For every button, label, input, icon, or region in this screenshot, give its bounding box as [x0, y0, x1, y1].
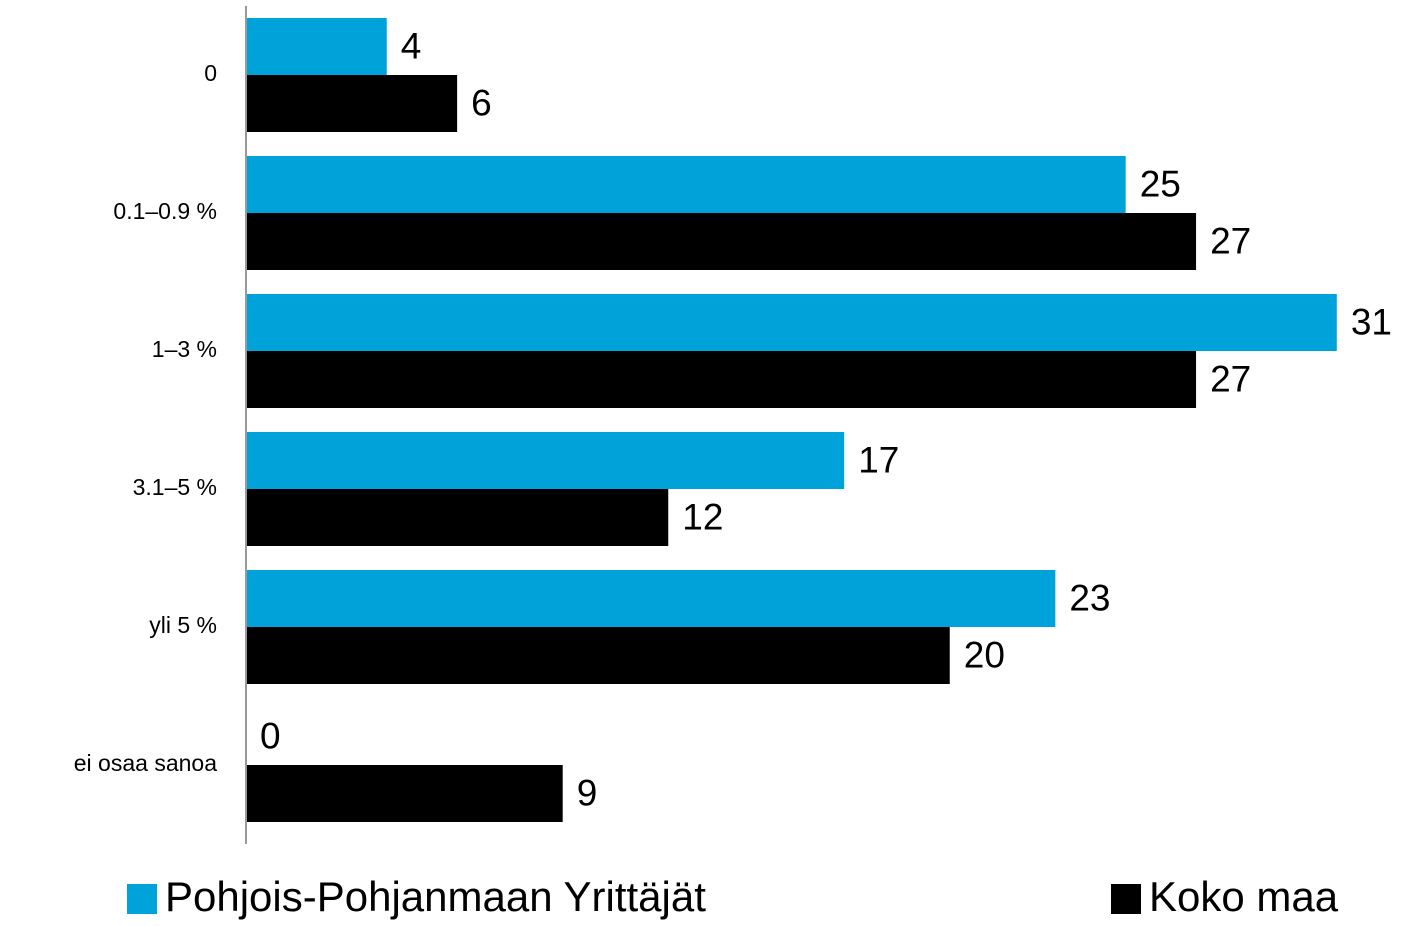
data-label: 27 [1210, 358, 1251, 399]
bar [246, 489, 669, 546]
bar [246, 75, 458, 132]
data-label: 31 [1351, 301, 1392, 342]
data-label: 4 [401, 25, 422, 66]
bar [246, 432, 845, 489]
data-label: 6 [471, 82, 492, 123]
data-label: 9 [577, 772, 598, 813]
data-label: 25 [1140, 163, 1181, 204]
bar [246, 627, 950, 684]
bar [246, 570, 1056, 627]
data-label: 27 [1210, 220, 1251, 261]
bar [246, 213, 1197, 270]
bar [246, 18, 387, 75]
y-tick-label: 3.1–5 % [133, 474, 217, 500]
data-label: 23 [1069, 577, 1110, 618]
legend-label: Pohjois-Pohjanmaan Yrittäjät [165, 873, 706, 920]
legend-label: Koko maa [1149, 873, 1339, 920]
data-label: 12 [682, 496, 723, 537]
y-tick-label: 0 [204, 60, 217, 86]
y-tick-label: 1–3 % [152, 336, 217, 362]
bar [246, 294, 1337, 351]
bar [246, 765, 563, 822]
data-label: 17 [858, 439, 899, 480]
legend-swatch [127, 884, 157, 914]
bar [246, 351, 1197, 408]
legend-swatch [1111, 884, 1141, 914]
data-label: 20 [964, 634, 1005, 675]
data-label: 0 [260, 715, 281, 756]
y-tick-label: 0.1–0.9 % [113, 198, 217, 224]
y-tick-label: yli 5 % [149, 612, 217, 638]
y-tick-label: ei osaa sanoa [74, 750, 217, 776]
bar [246, 156, 1126, 213]
